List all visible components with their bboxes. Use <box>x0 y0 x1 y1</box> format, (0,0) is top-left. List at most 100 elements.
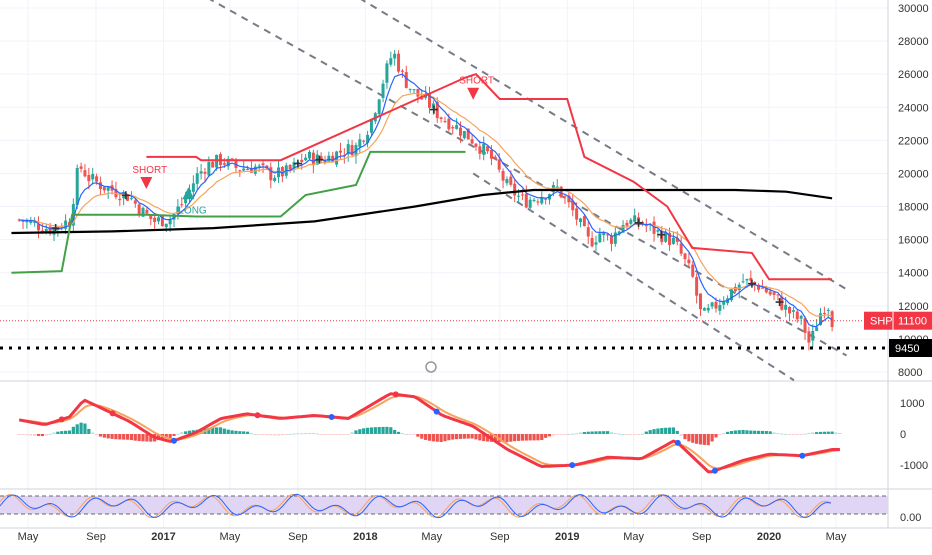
candle-body <box>191 183 195 192</box>
cross-marker <box>51 224 60 233</box>
candle-body <box>149 213 153 219</box>
macd-histogram-bar <box>52 432 56 434</box>
candle-body <box>129 198 133 200</box>
macd-cross-dot <box>58 416 65 423</box>
macd-histogram-bar <box>358 429 362 434</box>
macd-histogram-bar <box>296 433 300 435</box>
macd-histogram-bar <box>571 433 575 435</box>
macd-histogram-bar <box>145 434 149 442</box>
macd-histogram-bar <box>102 434 106 438</box>
candle-body <box>443 121 447 123</box>
macd-histogram-bar <box>292 433 296 435</box>
macd-histogram-bar <box>609 432 614 434</box>
candle-body <box>768 291 772 295</box>
stop-line-lower <box>11 150 466 274</box>
candle-body <box>791 310 795 312</box>
candle-body <box>470 139 474 144</box>
macd-histogram-bar <box>749 430 753 434</box>
macd-histogram-bar <box>98 434 103 437</box>
candle-body <box>757 284 761 290</box>
candle-body <box>304 157 308 161</box>
macd-histogram-bar <box>501 434 505 443</box>
candle-body <box>598 233 602 243</box>
macd-histogram-bar <box>48 433 52 435</box>
macd-cross-dot <box>433 408 440 415</box>
macd-cross-dot <box>799 452 806 459</box>
macd-histogram-bar <box>249 433 254 435</box>
macd-histogram-bar <box>683 434 687 440</box>
candle-body <box>718 304 722 311</box>
time-tick-label: Sep <box>86 531 106 543</box>
candle-body <box>497 159 501 170</box>
macd-histogram-bar <box>478 434 482 441</box>
macd-histogram-bar <box>807 432 811 434</box>
candle-body <box>509 176 513 185</box>
price-tick-label: 18000 <box>898 202 929 214</box>
macd-histogram-bar <box>211 427 215 434</box>
macd-histogram-bar <box>172 434 176 437</box>
candle-body <box>44 228 48 233</box>
macd-histogram-bar <box>594 431 598 434</box>
price-tick-label: 12000 <box>898 301 929 313</box>
macd-histogram-bar <box>582 432 586 434</box>
cross-marker <box>657 230 666 239</box>
macd-histogram-bar <box>141 434 145 442</box>
candle-body <box>741 281 745 283</box>
candle-body <box>408 88 412 90</box>
candle-body <box>377 99 381 114</box>
candle-body <box>91 173 95 180</box>
candle-body <box>788 306 792 314</box>
short-arrow-icon <box>467 87 480 100</box>
candle-body <box>575 208 579 220</box>
macd-cross-dot <box>711 467 718 474</box>
candle-body <box>691 264 695 277</box>
candle-body <box>462 131 466 139</box>
candle-body <box>563 196 567 198</box>
macd-histogram-bar <box>818 431 823 434</box>
candle-body <box>366 134 370 143</box>
candle-body <box>350 145 354 156</box>
candle-body <box>400 70 404 72</box>
trend-channel-lines <box>209 0 848 382</box>
candle-body <box>288 165 292 170</box>
candle-body <box>172 213 176 220</box>
price-tick-label: 22000 <box>898 135 929 147</box>
candle-body <box>822 312 826 314</box>
candle-body <box>501 170 505 181</box>
candle-body <box>706 307 710 311</box>
candle-body <box>760 287 764 289</box>
candle-body <box>397 53 401 72</box>
support-price-tag: 9450 <box>889 339 932 357</box>
macd-cross-dot <box>171 437 178 444</box>
macd-histogram-bar <box>327 434 331 435</box>
macd-histogram-bar <box>280 434 285 436</box>
last-price-tag: SHP 11100 <box>864 311 932 330</box>
macd-histogram-bar <box>741 429 745 434</box>
symbol-label: SHP <box>870 316 893 328</box>
candle-body <box>269 167 273 181</box>
time-tick-label: May <box>421 531 442 543</box>
macd-histogram-bar <box>702 434 706 445</box>
candle-body <box>656 230 660 232</box>
cross-marker <box>315 155 324 164</box>
candle-body <box>145 209 149 214</box>
support-price-value: 9450 <box>895 343 919 355</box>
candle-body <box>102 186 106 191</box>
macd-histogram-bar <box>44 434 48 436</box>
macd-histogram-bar <box>791 434 796 435</box>
candle-body <box>540 197 544 204</box>
time-tick-label: May <box>623 531 644 543</box>
candle-body <box>389 58 393 65</box>
macd-histogram-bar <box>745 430 749 434</box>
last-price-tag-bg <box>864 311 932 330</box>
macd-histogram-bar <box>71 426 75 434</box>
candle-body <box>695 277 699 296</box>
macd-histogram-bar <box>133 434 137 441</box>
short-arrow-icon <box>140 177 153 190</box>
macd-histogram-bar <box>667 427 672 434</box>
candle-body <box>381 83 385 98</box>
macd-histogram-bar <box>834 432 838 434</box>
candle-body <box>416 88 420 97</box>
